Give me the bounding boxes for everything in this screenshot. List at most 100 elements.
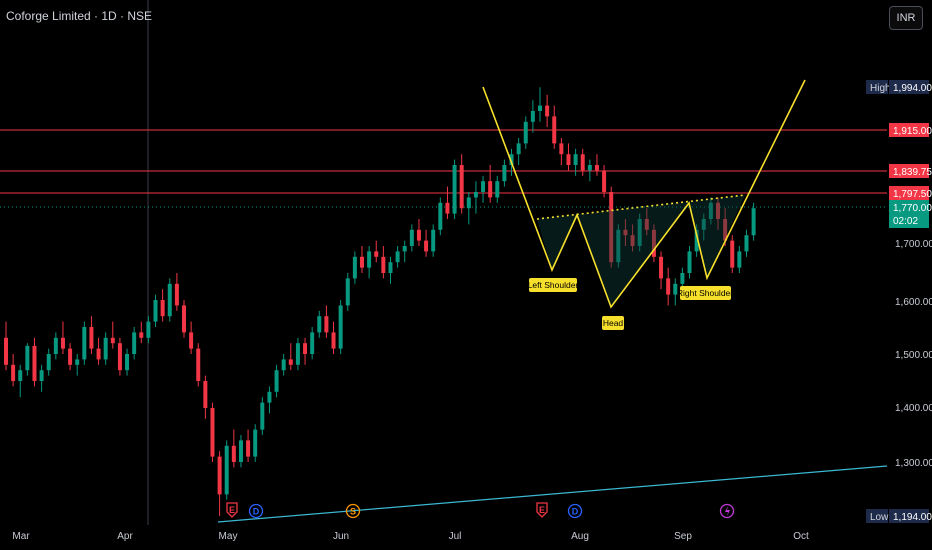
candle-body <box>267 391 272 403</box>
candle-body <box>360 256 364 268</box>
y-tick: 1,600.00 <box>895 297 932 308</box>
candle-body <box>203 381 208 408</box>
trend-line[interactable] <box>217 465 888 523</box>
candle-body <box>395 251 400 263</box>
earnings-event-icon[interactable]: E <box>536 502 548 518</box>
candle-body <box>630 235 635 246</box>
candle-body <box>39 370 44 381</box>
candle-body <box>295 343 300 365</box>
svg-text:Low: Low <box>870 512 889 523</box>
candle-body <box>409 229 414 246</box>
candle-body <box>189 332 194 349</box>
candle-body <box>559 143 564 155</box>
candle-body <box>644 219 649 230</box>
symbol-title[interactable]: Coforge Limited · 1D · NSE <box>6 9 153 23</box>
candle-body <box>659 256 664 279</box>
candle-body <box>402 246 407 252</box>
candle-body <box>288 359 293 365</box>
price-tag-1839: 1,839.75 <box>889 164 932 178</box>
svg-text:1,797.50: 1,797.50 <box>893 189 932 200</box>
candle-body <box>167 283 172 317</box>
candle-body <box>310 332 315 354</box>
x-tick: Oct <box>793 531 809 542</box>
candle-body <box>146 321 151 338</box>
candle-body <box>587 165 592 171</box>
candle-body <box>117 343 122 371</box>
svg-text:1,194.00: 1,194.00 <box>893 512 932 523</box>
x-tick: Sep <box>674 531 692 542</box>
candle-body <box>651 229 656 257</box>
candle-body <box>594 165 599 171</box>
y-tick: 1,700.00 <box>895 239 932 250</box>
pattern-fill <box>537 195 745 307</box>
split-event-icon[interactable]: S <box>345 503 361 519</box>
candle-body <box>459 165 464 209</box>
last-price-tag: 1,770.00 02:02 <box>889 200 932 228</box>
right-shoulder-label[interactable]: Right Shoulder <box>677 286 733 300</box>
x-axis: Mar Apr May Jun Jul Aug Sep Oct <box>12 531 809 542</box>
candle-body <box>274 370 279 392</box>
currency-button[interactable]: INR <box>889 6 923 30</box>
earnings-event-icon[interactable]: E <box>226 502 238 518</box>
candle-body <box>103 337 108 360</box>
svg-text:High: High <box>870 83 891 94</box>
candle-body <box>238 440 243 462</box>
candle-body <box>516 143 521 155</box>
candle-body <box>196 348 201 381</box>
dividend-event-icon[interactable]: D <box>567 503 583 519</box>
svg-text:S: S <box>350 507 356 517</box>
svg-text:D: D <box>253 507 260 517</box>
candle-body <box>125 354 130 371</box>
low-tag: Low 1,194.00 <box>866 509 932 523</box>
dividend-event-icon[interactable]: D <box>248 503 264 519</box>
candle-body <box>708 202 713 219</box>
candle-body <box>616 229 621 263</box>
candle-body <box>18 370 23 381</box>
pattern-zigzag[interactable] <box>482 79 806 309</box>
candle-body <box>75 359 80 365</box>
candle-body <box>89 327 94 349</box>
candle-body <box>224 445 229 495</box>
candle-body <box>438 202 443 230</box>
y-tick: 1,300.00 <box>895 458 932 469</box>
svg-text:Left Shoulder: Left Shoulder <box>528 280 579 290</box>
candle-body <box>445 202 450 214</box>
candle-body <box>680 273 685 284</box>
candle-body <box>96 348 101 360</box>
y-axis[interactable]: 1,700.00 1,600.00 1,500.00 1,400.00 1,30… <box>895 239 932 469</box>
candle-body <box>744 235 749 252</box>
x-tick: Mar <box>12 531 30 542</box>
candle-body <box>132 332 137 354</box>
candle-body <box>68 348 73 365</box>
candle-body <box>495 181 500 198</box>
candle-body <box>60 337 65 349</box>
head-label[interactable]: Head <box>602 316 624 330</box>
candle-body <box>374 251 379 257</box>
candle-body <box>466 197 471 209</box>
candle-body <box>388 262 393 273</box>
candle-body <box>637 219 642 246</box>
svg-text:Right Shoulder: Right Shoulder <box>677 288 733 298</box>
flash-event-icon[interactable] <box>719 503 735 519</box>
candle-body <box>246 440 251 457</box>
candle-body <box>602 170 607 192</box>
candle-body <box>424 240 429 252</box>
x-tick: Apr <box>117 531 133 542</box>
candle-body <box>416 229 421 241</box>
high-tag: High 1,994.00 <box>866 80 932 94</box>
candle-body <box>367 251 372 268</box>
candle-body <box>673 283 678 295</box>
candle-body <box>481 181 486 192</box>
candle-body <box>53 337 58 354</box>
candle-body <box>352 256 357 279</box>
candle-body <box>723 219 728 241</box>
svg-text:E: E <box>539 505 545 515</box>
candle-body <box>110 337 115 344</box>
svg-text:Head: Head <box>603 318 624 328</box>
candle-body <box>82 327 87 360</box>
left-shoulder-label[interactable]: Left Shoulder <box>528 278 579 292</box>
candle-body <box>4 337 8 365</box>
candle-body <box>46 354 51 371</box>
candle-body <box>473 192 478 198</box>
